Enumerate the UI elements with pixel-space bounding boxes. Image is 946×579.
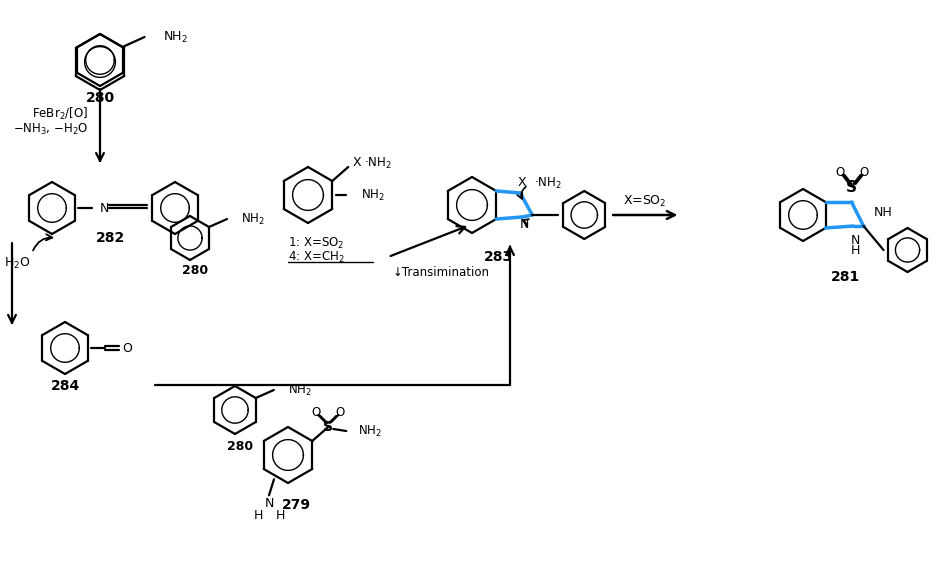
Text: NH$_2$: NH$_2$ — [361, 188, 385, 203]
Text: O: O — [122, 342, 131, 354]
Text: 282: 282 — [96, 231, 125, 245]
Text: H$_2$O: H$_2$O — [4, 255, 30, 270]
Text: N: N — [519, 218, 529, 232]
Text: 280: 280 — [227, 439, 254, 453]
Text: 280: 280 — [182, 263, 208, 277]
Text: O: O — [311, 406, 321, 420]
Text: 279: 279 — [282, 498, 310, 512]
Text: 284: 284 — [50, 379, 79, 393]
Text: S: S — [324, 420, 333, 434]
Text: 281: 281 — [831, 270, 860, 284]
Text: −NH$_3$, −H$_2$O: −NH$_3$, −H$_2$O — [12, 122, 88, 137]
Text: N: N — [264, 497, 273, 510]
Text: X: X — [352, 156, 360, 170]
Text: 280: 280 — [85, 91, 114, 105]
Text: NH$_2$: NH$_2$ — [163, 30, 187, 45]
Text: O: O — [859, 166, 868, 178]
Text: H: H — [275, 509, 285, 522]
Text: ·NH$_2$: ·NH$_2$ — [534, 175, 562, 190]
Text: NH: NH — [873, 206, 892, 218]
Text: ·NH$_2$: ·NH$_2$ — [364, 155, 392, 171]
Text: NH$_2$: NH$_2$ — [359, 423, 382, 438]
Text: N: N — [850, 233, 860, 247]
Text: S: S — [846, 181, 857, 196]
Text: NH$_2$: NH$_2$ — [288, 383, 311, 398]
Text: ↓Transimination: ↓Transimination — [393, 266, 490, 280]
Text: 283: 283 — [483, 250, 513, 264]
Text: NH$_2$: NH$_2$ — [241, 211, 265, 226]
Text: H: H — [254, 509, 263, 522]
Text: O: O — [835, 166, 844, 178]
Text: N: N — [99, 201, 109, 214]
Text: X: X — [518, 177, 527, 189]
Text: H: H — [850, 244, 860, 256]
Text: O: O — [336, 406, 345, 420]
Text: X=SO$_2$: X=SO$_2$ — [623, 193, 667, 208]
Text: 1: X=SO$_2$: 1: X=SO$_2$ — [288, 236, 344, 251]
Text: FeBr$_2$/[O]: FeBr$_2$/[O] — [32, 106, 88, 122]
Text: 4: X=CH$_2$: 4: X=CH$_2$ — [288, 250, 344, 265]
